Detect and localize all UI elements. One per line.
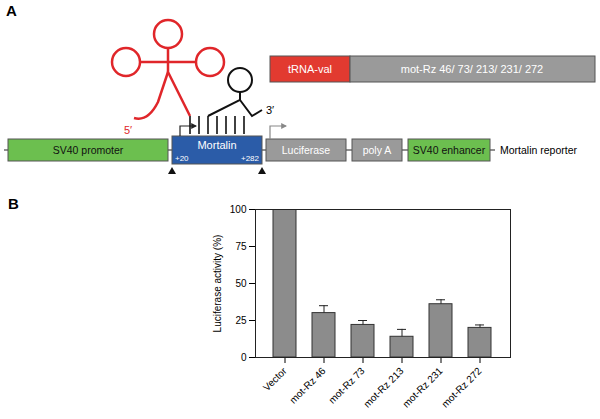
svg-text:50: 50 bbox=[235, 278, 247, 289]
svg-text:25: 25 bbox=[235, 315, 247, 326]
svg-text:0: 0 bbox=[241, 352, 247, 363]
svg-text:Vector: Vector bbox=[261, 365, 289, 393]
svg-text:mot-Rz 46: mot-Rz 46 bbox=[287, 365, 328, 406]
svg-text:Luciferase: Luciferase bbox=[282, 144, 331, 156]
svg-text:100: 100 bbox=[230, 204, 247, 215]
svg-text:5′: 5′ bbox=[124, 124, 132, 136]
svg-text:mot-Rz 46/ 73/ 213/ 231/ 272: mot-Rz 46/ 73/ 213/ 231/ 272 bbox=[401, 63, 543, 75]
svg-text:+20: +20 bbox=[175, 154, 189, 163]
svg-text:75: 75 bbox=[235, 241, 247, 252]
svg-text:SV40 enhancer: SV40 enhancer bbox=[413, 144, 486, 156]
html-text:B: B bbox=[8, 195, 19, 212]
svg-text:3′: 3′ bbox=[266, 104, 274, 116]
svg-text:SV40 promoter: SV40 promoter bbox=[53, 144, 124, 156]
svg-text:mot-Rz 272: mot-Rz 272 bbox=[439, 365, 484, 410]
svg-text:mot-Rz 73: mot-Rz 73 bbox=[326, 365, 367, 406]
svg-text:A: A bbox=[6, 2, 17, 19]
svg-text:Mortalin reporter: Mortalin reporter bbox=[500, 144, 578, 156]
svg-text:Luciferase activity (%): Luciferase activity (%) bbox=[212, 235, 223, 333]
svg-text:+282: +282 bbox=[241, 154, 260, 163]
svg-text:Mortalin: Mortalin bbox=[197, 139, 236, 151]
svg-text:poly A: poly A bbox=[363, 144, 392, 156]
svg-text:tRNA-val: tRNA-val bbox=[288, 63, 332, 75]
svg-text:mot-Rz 213: mot-Rz 213 bbox=[361, 365, 406, 410]
svg-text:mot-Rz 231: mot-Rz 231 bbox=[400, 365, 445, 410]
